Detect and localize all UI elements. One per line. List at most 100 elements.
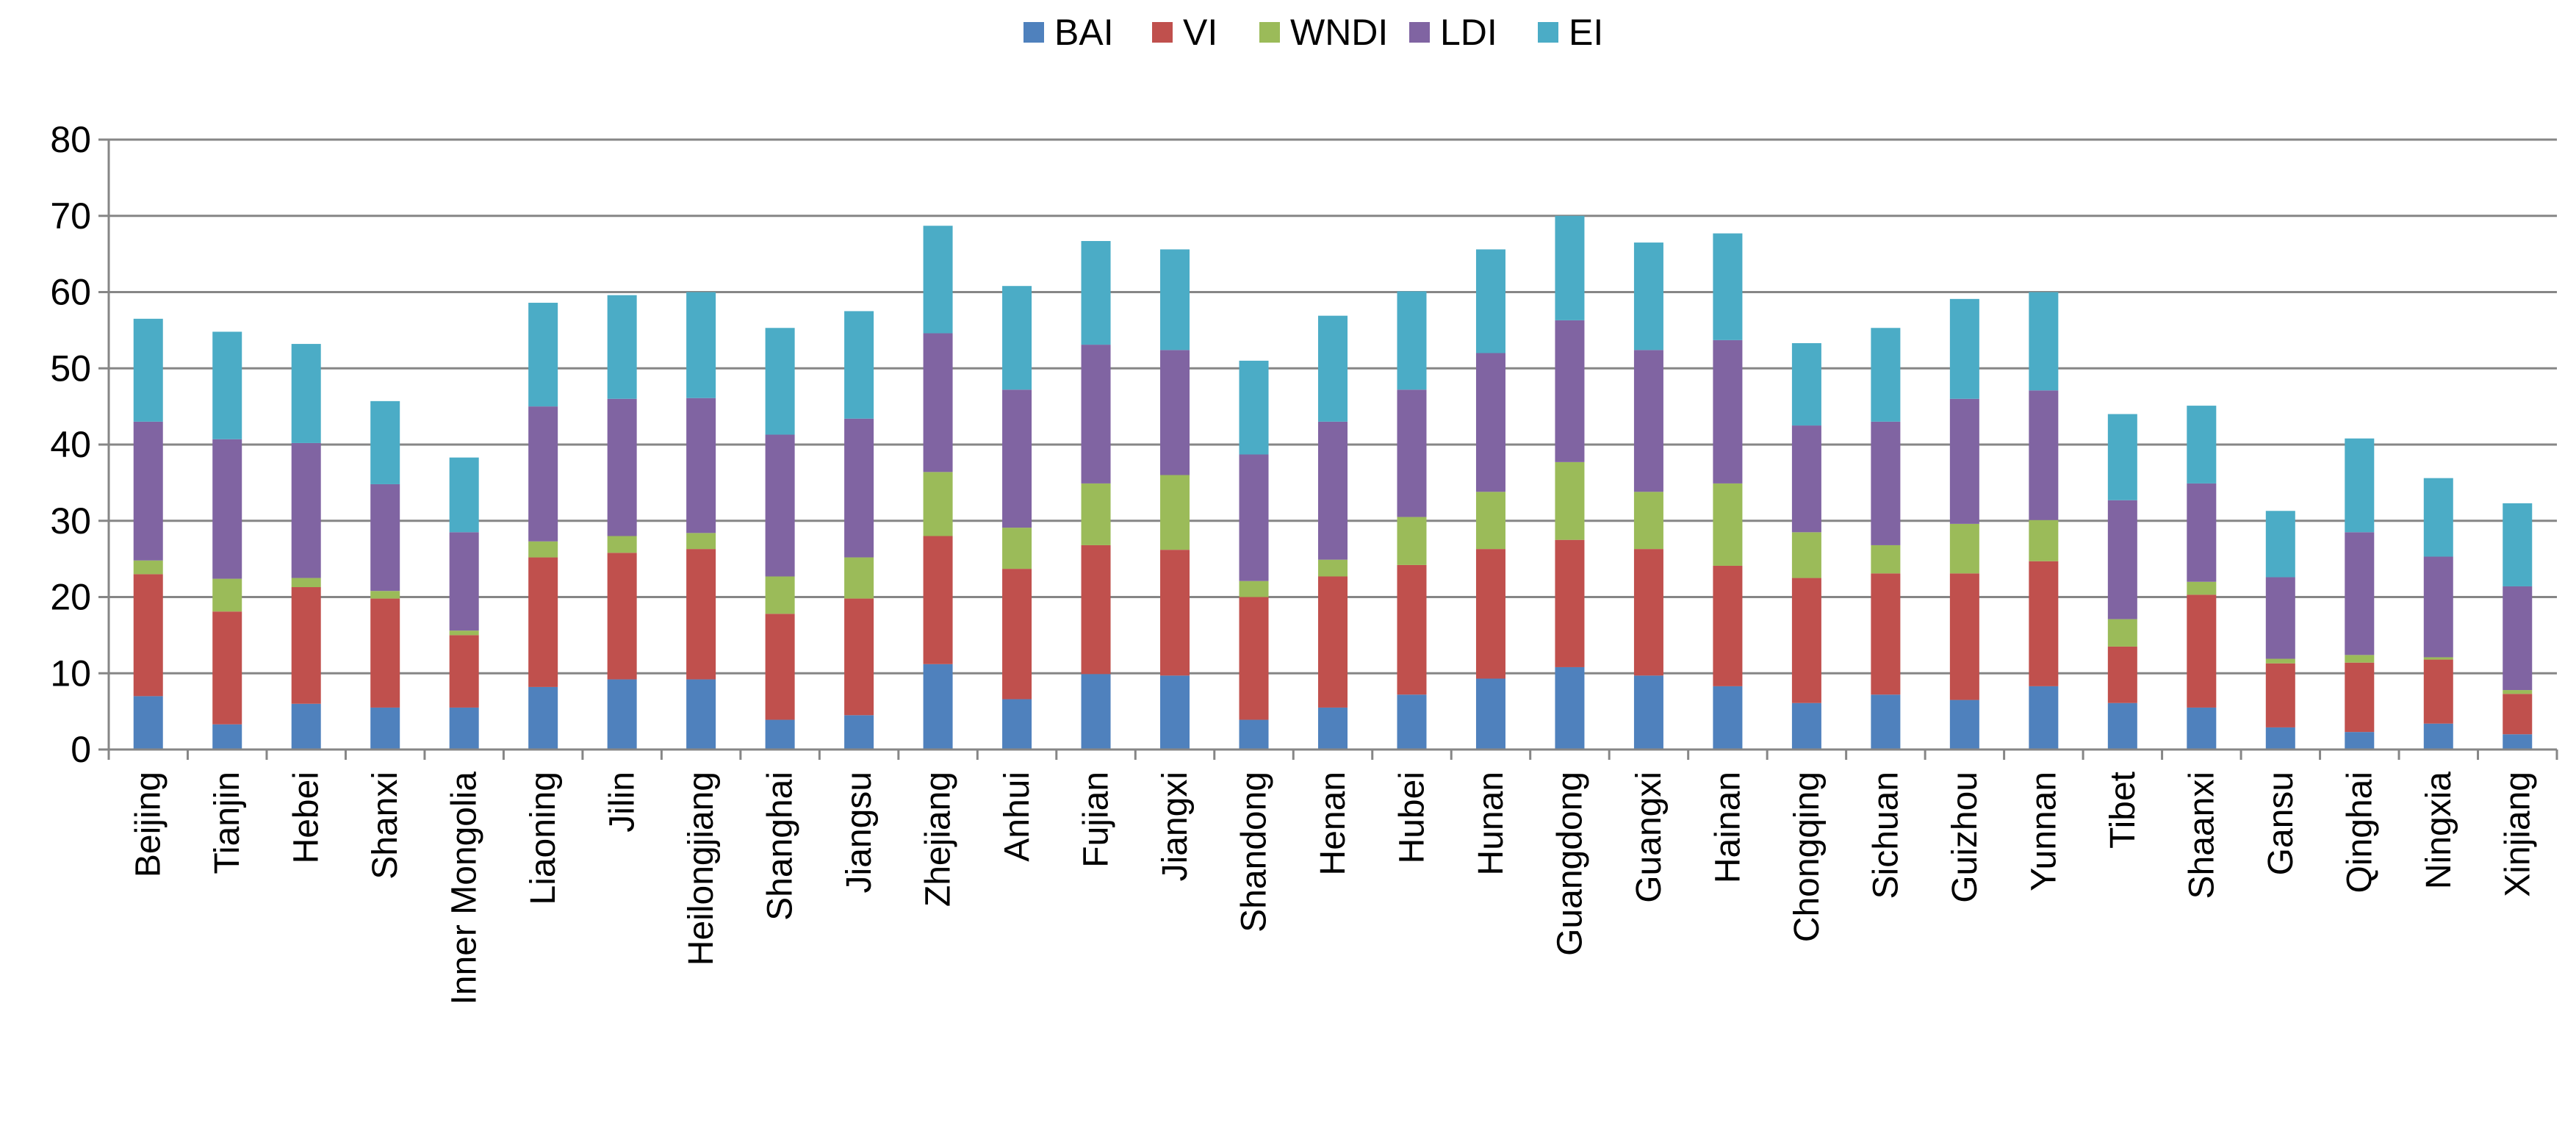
y-tick-label: 70	[50, 195, 91, 237]
bar-ldi-ningxia	[2423, 556, 2453, 658]
bar-ldi-chongqing	[1791, 425, 1821, 533]
bar-vi-qinghai	[2345, 662, 2375, 733]
bar-ei-shanxi	[370, 400, 400, 484]
bar-ldi-qinghai	[2345, 532, 2375, 655]
bar-ei-hainan	[1713, 233, 1743, 340]
bar-bai-tibet	[2107, 702, 2137, 750]
bar-bai-inner-mongolia	[449, 707, 479, 750]
bar-ei-inner-mongolia	[449, 457, 479, 533]
bar-stack-fujian	[1081, 240, 1111, 750]
bar-wndi-shaanxi	[2187, 581, 2217, 595]
bar-ei-henan	[1318, 315, 1348, 422]
bar-wndi-tibet	[2107, 619, 2137, 647]
bar-bai-gansu	[2265, 727, 2295, 750]
bar-bai-hebei	[291, 703, 321, 750]
chart-legend: BAI VI WNDI LDI EI	[1023, 12, 1603, 53]
x-category-label: Beijing	[129, 772, 168, 877]
bar-ldi-inner-mongolia	[449, 532, 479, 631]
bar-vi-guizhou	[1949, 573, 1979, 700]
bar-ei-shaanxi	[2187, 406, 2217, 484]
legend-item-ldi: LDI	[1409, 12, 1497, 53]
bar-ldi-tibet	[2107, 500, 2137, 619]
bar-vi-jilin	[607, 553, 637, 680]
bar-ldi-hubei	[1397, 389, 1427, 517]
bar-ldi-shanghai	[765, 434, 795, 577]
bar-ei-sichuan	[1871, 328, 1901, 422]
bar-wndi-ningxia	[2423, 657, 2453, 660]
legend-item-bai: BAI	[1023, 12, 1114, 53]
x-category-label: Chongqing	[1788, 772, 1827, 942]
bar-stack-inner-mongolia	[449, 457, 479, 750]
bar-bai-zhejiang	[923, 664, 953, 750]
bar-vi-shanxi	[370, 598, 400, 708]
legend-item-ei: EI	[1538, 12, 1603, 53]
bar-wndi-inner-mongolia	[449, 630, 479, 636]
x-category-label: Zhejiang	[919, 772, 958, 907]
bar-bai-hubei	[1397, 694, 1427, 750]
bar-bai-liaoning	[528, 686, 558, 750]
bar-stack-heilongjiang	[686, 292, 716, 750]
bar-stack-ningxia	[2423, 478, 2453, 750]
legend-swatch	[1538, 22, 1558, 43]
bar-vi-guangdong	[1555, 539, 1585, 667]
bar-stack-shaanxi	[2187, 406, 2217, 750]
bar-wndi-henan	[1318, 559, 1348, 577]
bar-bai-guangxi	[1633, 675, 1663, 750]
bar-stack-shanxi	[370, 400, 400, 750]
bar-ldi-jilin	[607, 398, 637, 536]
bar-bai-jiangxi	[1160, 675, 1190, 750]
bar-ei-guangxi	[1633, 242, 1663, 351]
bar-wndi-jilin	[607, 536, 637, 553]
bar-wndi-jiangsu	[844, 557, 874, 599]
bar-stack-chongqing	[1791, 343, 1821, 750]
bar-stack-beijing	[133, 318, 163, 750]
bar-wndi-liaoning	[528, 541, 558, 558]
bar-ldi-shandong	[1239, 454, 1269, 581]
x-category-label: Hebei	[287, 772, 326, 863]
bar-stack-liaoning	[528, 303, 558, 750]
legend-item-vi: VI	[1152, 12, 1217, 53]
bar-stack-gansu	[2265, 511, 2295, 750]
bar-wndi-anhui	[1002, 528, 1032, 569]
bar-stack-jiangsu	[844, 311, 874, 750]
bar-wndi-hubei	[1397, 517, 1427, 565]
bar-ldi-heilongjiang	[686, 398, 716, 533]
bar-ldi-guizhou	[1949, 398, 1979, 524]
bar-vi-tibet	[2107, 646, 2137, 703]
y-tick-label: 20	[50, 577, 91, 618]
bar-vi-yunnan	[2029, 561, 2059, 686]
bar-ldi-liaoning	[528, 406, 558, 542]
bar-ei-tianjin	[212, 331, 242, 439]
bar-ei-gansu	[2265, 511, 2295, 578]
x-category-label: Guangxi	[1630, 772, 1669, 903]
legend-swatch	[1259, 22, 1280, 43]
bar-vi-shanghai	[765, 614, 795, 720]
bar-wndi-xinjiang	[2503, 690, 2533, 694]
bar-ldi-jiangsu	[844, 418, 874, 558]
bar-stack-xinjiang	[2503, 503, 2533, 750]
bar-ldi-anhui	[1002, 389, 1032, 528]
bar-vi-inner-mongolia	[449, 635, 479, 708]
bar-stack-hebei	[291, 344, 321, 750]
bar-ei-jilin	[607, 295, 637, 399]
x-category-label: Shanxi	[366, 772, 405, 880]
legend-item-wndi: WNDI	[1259, 12, 1388, 53]
bar-wndi-shandong	[1239, 581, 1269, 597]
bar-bai-shanxi	[370, 707, 400, 750]
x-category-label: Yunnan	[2024, 772, 2063, 891]
bar-ei-hebei	[291, 344, 321, 443]
bar-stack-hubei	[1397, 291, 1427, 750]
bar-bai-sichuan	[1871, 694, 1901, 750]
bar-bai-hunan	[1475, 678, 1505, 750]
bar-wndi-hainan	[1713, 483, 1743, 566]
bar-stack-jilin	[607, 295, 637, 750]
x-category-label: Jiangsu	[840, 772, 879, 893]
y-axis: 0 10 20 30 40 50 60 70 80	[50, 119, 110, 770]
x-category-label: Inner Mongolia	[445, 772, 484, 1005]
x-category-label: Qinghai	[2340, 772, 2379, 893]
x-category-label: Hainan	[1708, 772, 1747, 883]
x-category-label: Fujian	[1077, 772, 1116, 868]
bar-ei-xinjiang	[2503, 503, 2533, 586]
bar-stack-guangdong	[1555, 215, 1585, 750]
bar-ldi-guangxi	[1633, 350, 1663, 492]
